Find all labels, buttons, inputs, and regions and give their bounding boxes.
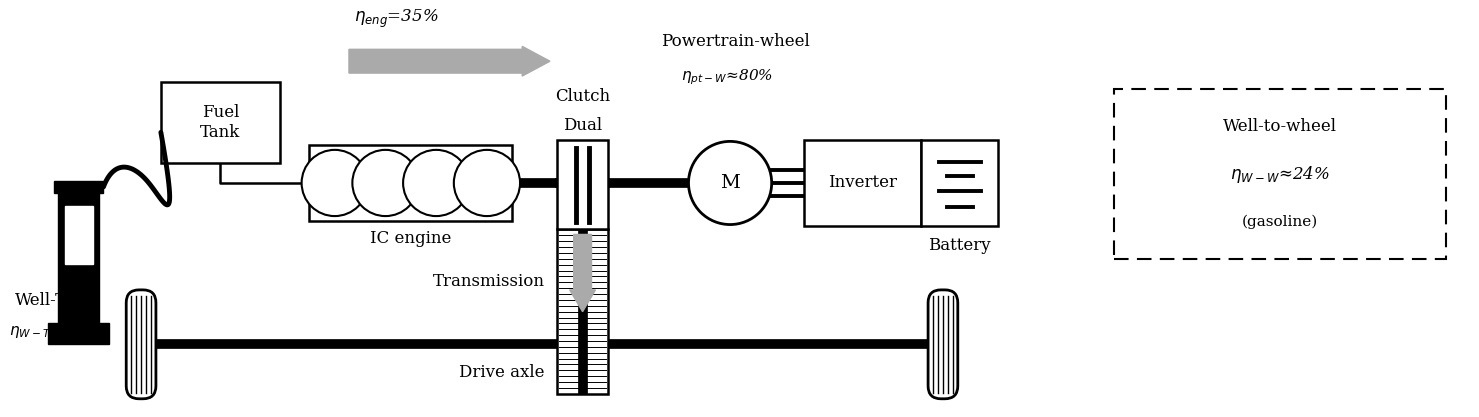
Bar bbox=[47, 323, 109, 344]
Bar bbox=[53, 181, 104, 193]
Circle shape bbox=[302, 150, 368, 216]
Text: Inverter: Inverter bbox=[828, 174, 898, 191]
Text: IC engine: IC engine bbox=[370, 231, 451, 247]
Text: (gasoline): (gasoline) bbox=[1242, 214, 1318, 229]
Bar bbox=[921, 141, 998, 226]
FancyBboxPatch shape bbox=[929, 290, 958, 399]
Bar bbox=[1114, 89, 1446, 259]
Text: M: M bbox=[720, 174, 740, 192]
Bar bbox=[558, 229, 608, 394]
Circle shape bbox=[454, 150, 521, 216]
Text: Dual: Dual bbox=[563, 118, 602, 134]
Text: $\eta_{eng}$=35%: $\eta_{eng}$=35% bbox=[353, 8, 439, 30]
Text: Battery: Battery bbox=[929, 237, 991, 254]
Text: Clutch: Clutch bbox=[555, 88, 611, 105]
Text: Transmission: Transmission bbox=[433, 274, 544, 291]
Circle shape bbox=[689, 141, 772, 224]
Text: Fuel
Tank: Fuel Tank bbox=[200, 104, 241, 141]
Bar bbox=[65, 206, 93, 264]
FancyArrow shape bbox=[349, 46, 550, 76]
Circle shape bbox=[352, 150, 419, 216]
Bar bbox=[161, 82, 280, 163]
Bar bbox=[58, 193, 99, 323]
Bar bbox=[309, 146, 512, 221]
Bar bbox=[805, 141, 921, 226]
Text: $\eta_{W-T}$≈84%: $\eta_{W-T}$≈84% bbox=[9, 322, 98, 339]
Text: Powertrain-wheel: Powertrain-wheel bbox=[661, 33, 809, 50]
Text: Well-to-wheel: Well-to-wheel bbox=[1223, 118, 1337, 135]
Circle shape bbox=[404, 150, 469, 216]
Text: $\eta_{W-W}$≈24%: $\eta_{W-W}$≈24% bbox=[1231, 163, 1330, 185]
FancyBboxPatch shape bbox=[126, 290, 155, 399]
FancyArrow shape bbox=[569, 234, 596, 311]
Bar bbox=[558, 141, 608, 229]
Text: Well-Tank: Well-Tank bbox=[15, 292, 96, 309]
Text: Drive axle: Drive axle bbox=[460, 364, 544, 381]
Text: $\eta_{pt-W}$≈80%: $\eta_{pt-W}$≈80% bbox=[680, 67, 774, 87]
